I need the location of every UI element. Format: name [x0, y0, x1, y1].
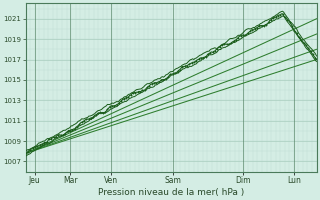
X-axis label: Pression niveau de la mer( hPa ): Pression niveau de la mer( hPa )	[98, 188, 244, 197]
